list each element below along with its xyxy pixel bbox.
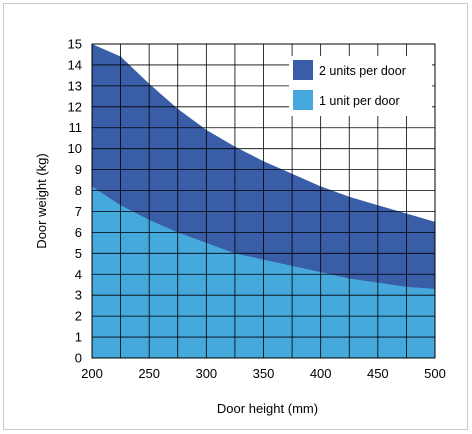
y-tick-label: 2 (75, 309, 82, 324)
y-tick-label: 9 (75, 162, 82, 177)
x-axis-title: Door height (mm) (217, 401, 318, 416)
plot-border-rect (91, 43, 436, 359)
y-tick-label: 1 (75, 330, 82, 345)
y-tick-label: 13 (68, 78, 82, 93)
legend-label: 2 units per door (319, 64, 406, 78)
legend-label: 1 unit per door (319, 94, 400, 108)
legend-swatch (293, 60, 313, 80)
y-tick-label: 10 (68, 141, 82, 156)
y-tick-label: 12 (68, 99, 82, 114)
x-tick-label: 350 (253, 366, 275, 381)
y-tick-label: 4 (75, 267, 82, 282)
y-tick-label: 5 (75, 246, 82, 261)
x-tick-label: 450 (367, 366, 389, 381)
legend-swatch (293, 90, 313, 110)
plot-border (91, 43, 436, 359)
x-tick-label: 400 (310, 366, 332, 381)
y-tick-label: 3 (75, 288, 82, 303)
y-tick-label: 7 (75, 204, 82, 219)
y-tick-label: 11 (69, 120, 83, 135)
legend: 2 units per door 1 unit per door (289, 56, 432, 116)
x-axis-ticks: 200 250 300 350 400 450 500 (81, 366, 446, 381)
y-axis-title: Door weight (kg) (34, 153, 49, 248)
y-tick-label: 8 (75, 183, 82, 198)
y-tick-label: 0 (75, 351, 82, 366)
y-tick-label: 6 (75, 225, 82, 240)
y-tick-label: 14 (68, 57, 82, 72)
x-tick-label: 200 (81, 366, 103, 381)
y-tick-label: 15 (68, 37, 82, 52)
x-tick-label: 250 (138, 366, 160, 381)
x-tick-label: 300 (195, 366, 217, 381)
x-tick-label: 500 (424, 366, 446, 381)
